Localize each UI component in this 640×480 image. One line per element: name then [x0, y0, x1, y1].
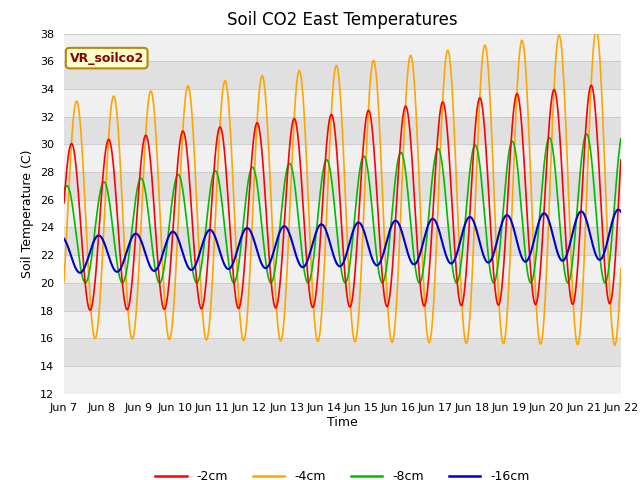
Bar — [64, 283, 621, 311]
Title: Soil CO2 East Temperatures: Soil CO2 East Temperatures — [227, 11, 458, 29]
Bar — [64, 117, 621, 144]
Bar — [64, 34, 621, 61]
Bar — [64, 200, 621, 228]
Bar — [64, 228, 621, 255]
Bar — [64, 338, 621, 366]
Legend: -2cm, -4cm, -8cm, -16cm: -2cm, -4cm, -8cm, -16cm — [150, 465, 534, 480]
Bar — [64, 144, 621, 172]
Text: VR_soilco2: VR_soilco2 — [70, 51, 144, 65]
Bar — [64, 366, 621, 394]
X-axis label: Time: Time — [327, 416, 358, 429]
Bar — [64, 255, 621, 283]
Y-axis label: Soil Temperature (C): Soil Temperature (C) — [22, 149, 35, 278]
Bar — [64, 311, 621, 338]
Bar — [64, 89, 621, 117]
Bar — [64, 61, 621, 89]
Bar — [64, 172, 621, 200]
